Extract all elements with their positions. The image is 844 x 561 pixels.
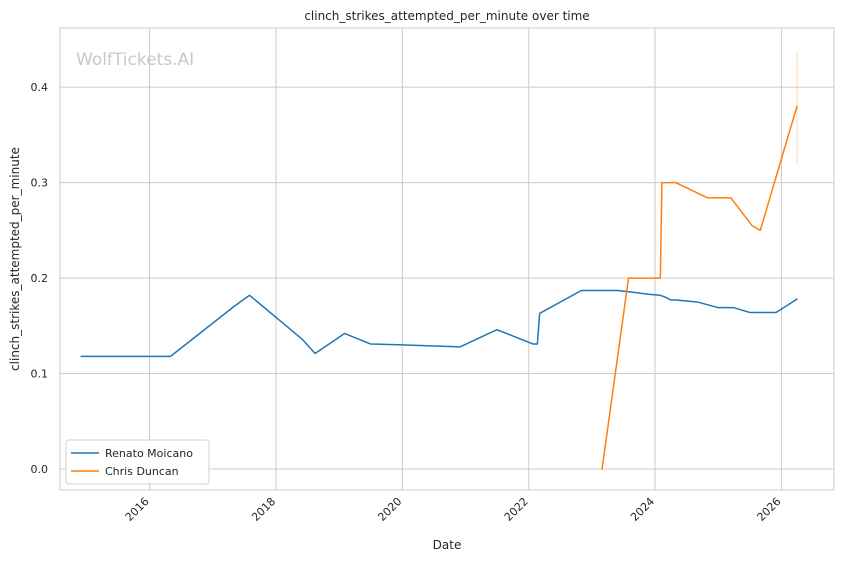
x-tick-label: 2022 <box>502 495 531 524</box>
y-tick-label: 0.3 <box>31 177 49 190</box>
plot-area <box>59 27 835 491</box>
x-tick-label: 2020 <box>375 495 404 524</box>
y-axis-label: clinch_strikes_attempted_per_minute <box>8 147 22 371</box>
x-axis-label: Date <box>433 538 462 552</box>
legend-label-chris-duncan: Chris Duncan <box>105 465 179 478</box>
series-layer <box>80 50 798 470</box>
legend: Renato Moicano Chris Duncan <box>65 439 210 485</box>
watermark: WolfTickets.AI <box>76 50 194 70</box>
y-axis-ticks: 0.0 0.1 0.2 0.3 0.4 <box>31 81 49 476</box>
x-tick-label: 2018 <box>249 495 278 524</box>
series-line-chris-duncan <box>601 105 798 470</box>
x-tick-label: 2026 <box>755 495 784 524</box>
chart-title: clinch_strikes_attempted_per_minute over… <box>304 9 589 23</box>
y-tick-label: 0.0 <box>31 463 49 476</box>
series-line-renato-moicano <box>80 289 798 358</box>
y-tick-label: 0.2 <box>31 272 49 285</box>
y-tick-label: 0.4 <box>31 81 49 94</box>
legend-label-renato-moicano: Renato Moicano <box>105 447 193 460</box>
x-axis-ticks: 2016 2018 2020 2022 2024 2026 <box>123 495 784 524</box>
legend-box <box>65 439 210 485</box>
x-tick-label: 2016 <box>123 495 152 524</box>
y-tick-label: 0.1 <box>31 368 49 381</box>
x-tick-label: 2024 <box>628 495 657 524</box>
